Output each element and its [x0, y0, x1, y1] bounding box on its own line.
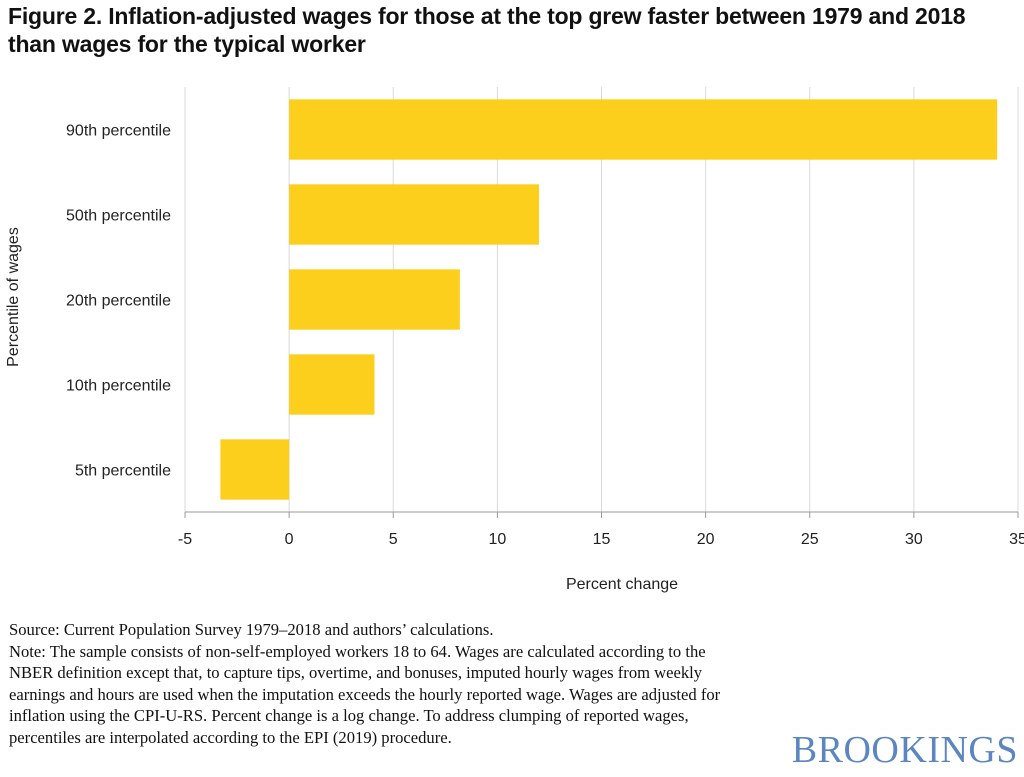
bar — [220, 439, 290, 500]
category-labels: 90th percentile 50th percentile 20th perce… — [66, 123, 171, 480]
notes: Source: Current Population Survey 1979–2… — [9, 619, 749, 749]
x-axis-title: Percent change — [566, 576, 678, 593]
x-tick-label: 10 — [488, 531, 506, 548]
x-tick-label: 5 — [389, 531, 398, 548]
x-tick-label: 30 — [905, 531, 923, 548]
bars — [220, 99, 998, 500]
category-label: 20th percentile — [66, 293, 171, 310]
x-tick-label: 0 — [285, 531, 294, 548]
bar — [289, 184, 540, 245]
y-axis-title: Percentile of wages — [5, 227, 22, 367]
x-tick-label: 35 — [1009, 531, 1024, 548]
x-tick-label: -5 — [178, 531, 192, 548]
bar — [289, 99, 998, 160]
category-label: 50th percentile — [66, 208, 171, 225]
category-label: 10th percentile — [66, 378, 171, 395]
x-tick-label: 20 — [697, 531, 715, 548]
chart-title: Figure 2. Inflation-adjusted wages for t… — [8, 3, 966, 57]
note-text: Note: The sample consists of non-self-em… — [9, 641, 721, 747]
category-label: 5th percentile — [75, 463, 171, 480]
bar-chart: -5 0 5 10 15 20 25 30 35 90th percentile 50th per… — [5, 87, 1024, 593]
source-text: Source: Current Population Survey 1979–2… — [9, 620, 494, 639]
x-tick-label: 25 — [801, 531, 819, 548]
x-axis: -5 0 5 10 15 20 25 30 35 — [178, 511, 1024, 548]
category-label: 90th percentile — [66, 123, 171, 140]
x-tick-label: 15 — [593, 531, 611, 548]
brookings-logo: BROOKINGS — [791, 729, 1018, 771]
bar — [289, 354, 375, 415]
bar — [289, 269, 460, 330]
